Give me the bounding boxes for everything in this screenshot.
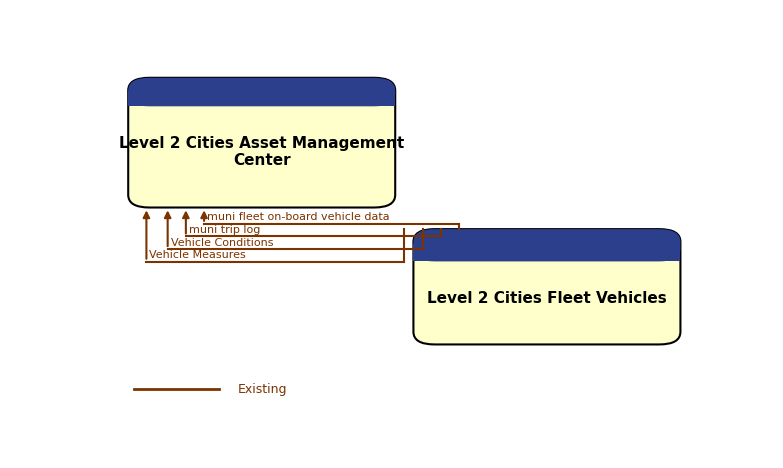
FancyBboxPatch shape — [413, 229, 680, 344]
Text: muni trip log: muni trip log — [189, 225, 260, 235]
Bar — [128, 91, 395, 106]
Text: Vehicle Conditions: Vehicle Conditions — [171, 238, 273, 248]
Text: Vehicle Measures: Vehicle Measures — [150, 250, 246, 260]
Text: muni fleet on-board vehicle data: muni fleet on-board vehicle data — [207, 212, 390, 222]
Text: Existing: Existing — [237, 383, 287, 396]
FancyBboxPatch shape — [128, 78, 395, 207]
Text: Level 2 Cities Fleet Vehicles: Level 2 Cities Fleet Vehicles — [427, 291, 667, 306]
Bar — [413, 244, 680, 262]
FancyBboxPatch shape — [128, 78, 395, 106]
FancyBboxPatch shape — [413, 229, 680, 262]
Text: Level 2 Cities Asset Management
Center: Level 2 Cities Asset Management Center — [119, 136, 404, 168]
